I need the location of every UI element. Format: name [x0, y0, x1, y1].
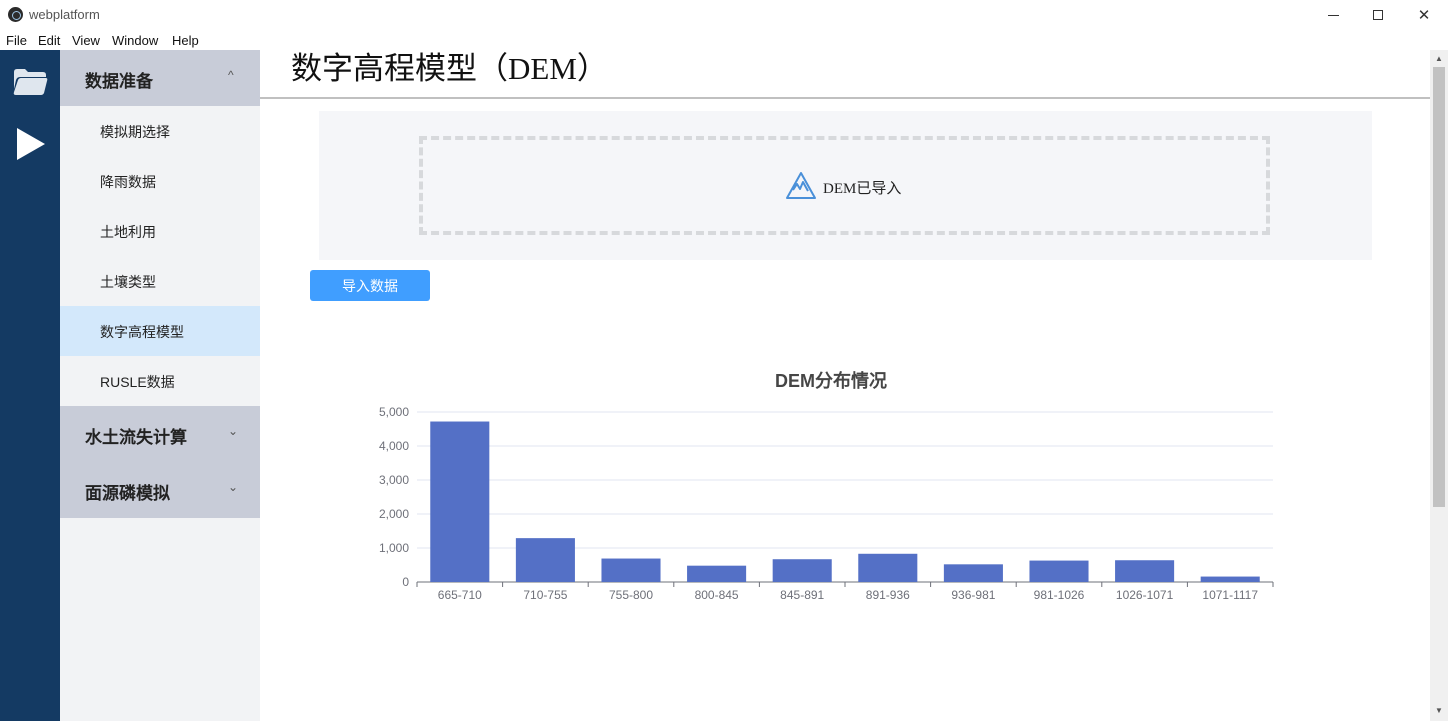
bar [1029, 560, 1089, 582]
sidebar-item-label: 模拟期选择 [100, 124, 170, 140]
maximize-button[interactable] [1355, 0, 1401, 30]
maximize-icon [1373, 10, 1383, 20]
x-tick-label: 845-891 [780, 588, 824, 602]
sidebar-item-rainfall[interactable]: 降雨数据 [60, 156, 260, 206]
chevron-down-icon: ⌄ [228, 480, 239, 494]
minimize-button[interactable] [1310, 0, 1356, 30]
sidebar-item-label: 土地利用 [100, 224, 156, 240]
x-tick-label: 710-755 [523, 588, 567, 602]
x-tick-label: 936-981 [951, 588, 995, 602]
sidebar-item-rusle[interactable]: RUSLE数据 [60, 356, 260, 406]
y-tick-label: 2,000 [379, 507, 409, 521]
x-tick-label: 665-710 [438, 588, 482, 602]
dem-drop-zone[interactable]: DEM已导入 [419, 136, 1270, 235]
sidebar-group-label: 面源磷模拟 [85, 484, 170, 503]
sidebar-group-data-prep[interactable]: 数据准备 ^ [60, 50, 260, 106]
sidebar: 数据准备 ^ 模拟期选择 降雨数据 土地利用 土壤类型 数字高程模型 RUSLE… [60, 50, 260, 721]
scroll-thumb[interactable] [1433, 67, 1445, 507]
app-icon [8, 7, 23, 22]
menu-help[interactable]: Help [172, 33, 199, 48]
y-tick-label: 1,000 [379, 541, 409, 555]
menu-file[interactable]: File [6, 33, 27, 48]
upload-panel: DEM已导入 [319, 111, 1372, 260]
scroll-up-icon[interactable]: ▲ [1435, 54, 1443, 63]
bar [858, 553, 918, 582]
y-tick-label: 0 [402, 575, 409, 589]
dem-distribution-chart: DEM分布情况 0 1,000 2,000 3,000 4,000 5,000 665-710… [360, 360, 1310, 620]
close-icon: ✕ [1417, 6, 1431, 24]
sidebar-item-period[interactable]: 模拟期选择 [60, 106, 260, 156]
minimize-icon [1327, 14, 1339, 16]
title-divider [260, 97, 1430, 99]
menu-window[interactable]: Window [112, 33, 159, 48]
chevron-down-icon: ⌄ [228, 424, 239, 438]
page-title: 数字高程模型（DEM） [291, 51, 608, 86]
sidebar-item-dem[interactable]: 数字高程模型 [60, 306, 260, 356]
window-title: webplatform [29, 7, 100, 22]
menu-view[interactable]: View [72, 33, 100, 48]
chart-title: DEM分布情况 [775, 370, 887, 391]
folder-icon[interactable] [12, 67, 48, 97]
x-tick-label: 981-1026 [1034, 588, 1085, 602]
sidebar-item-label: 降雨数据 [100, 174, 156, 190]
import-data-button[interactable]: 导入数据 [310, 270, 430, 301]
chart-svg: DEM分布情况 0 1,000 2,000 3,000 4,000 5,000 665-710… [379, 370, 1274, 602]
icon-rail [0, 50, 60, 721]
bar [687, 565, 747, 582]
vertical-scrollbar[interactable]: ▲ ▼ [1430, 50, 1448, 721]
y-tick-label: 5,000 [379, 405, 409, 419]
x-tick-label: 1026-1071 [1116, 588, 1174, 602]
title-bar: webplatform ✕ [0, 0, 1448, 30]
main-content: 数字高程模型（DEM） DEM已导入 导入数据 DEM分布情况 0 1,000 2,0… [260, 50, 1430, 721]
bar [772, 559, 832, 582]
x-tick-label: 755-800 [609, 588, 653, 602]
sidebar-group-erosion[interactable]: 水土流失计算 ⌄ [60, 406, 260, 462]
sidebar-group-label: 水土流失计算 [85, 428, 187, 447]
y-tick-label: 3,000 [379, 473, 409, 487]
bar [601, 558, 661, 582]
play-icon[interactable] [15, 126, 47, 162]
y-tick-label: 4,000 [379, 439, 409, 453]
chevron-up-icon: ^ [228, 68, 234, 82]
bar [515, 538, 575, 582]
x-tick-label: 891-936 [866, 588, 910, 602]
bar [430, 421, 490, 582]
close-button[interactable]: ✕ [1401, 0, 1447, 30]
sidebar-item-landuse[interactable]: 土地利用 [60, 206, 260, 256]
sidebar-group-phosphorus[interactable]: 面源磷模拟 ⌄ [60, 462, 260, 518]
scroll-down-icon[interactable]: ▼ [1435, 706, 1443, 715]
sidebar-item-label: 土壤类型 [100, 274, 156, 290]
sidebar-item-soil[interactable]: 土壤类型 [60, 256, 260, 306]
x-tick-label: 1071-1117 [1202, 588, 1258, 602]
bar [1200, 576, 1260, 582]
sidebar-group-label: 数据准备 [85, 72, 153, 91]
sidebar-item-label: RUSLE数据 [100, 374, 175, 390]
menu-edit[interactable]: Edit [38, 33, 61, 48]
bar [943, 564, 1003, 582]
sidebar-item-label: 数字高程模型 [100, 324, 184, 340]
upload-status-text: DEM已导入 [823, 181, 902, 197]
x-tick-label: 800-845 [695, 588, 739, 602]
mountain-icon [786, 172, 816, 199]
bar [1115, 560, 1175, 582]
menu-bar: File Edit View Window Help [0, 30, 1448, 50]
